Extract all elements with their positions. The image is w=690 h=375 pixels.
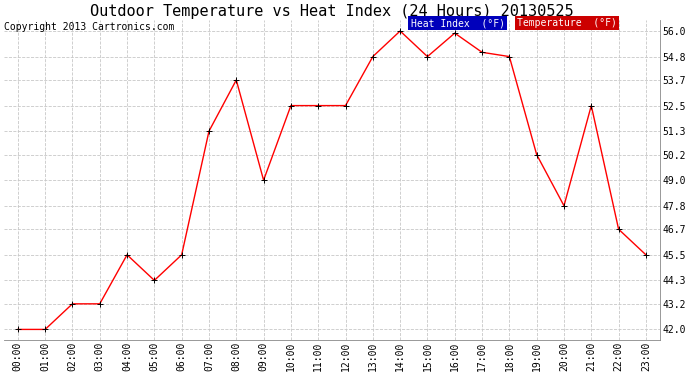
Text: Copyright 2013 Cartronics.com: Copyright 2013 Cartronics.com bbox=[4, 22, 175, 32]
Text: Heat Index  (°F): Heat Index (°F) bbox=[411, 18, 504, 28]
Text: Temperature  (°F): Temperature (°F) bbox=[518, 18, 618, 28]
Title: Outdoor Temperature vs Heat Index (24 Hours) 20130525: Outdoor Temperature vs Heat Index (24 Ho… bbox=[90, 4, 573, 19]
